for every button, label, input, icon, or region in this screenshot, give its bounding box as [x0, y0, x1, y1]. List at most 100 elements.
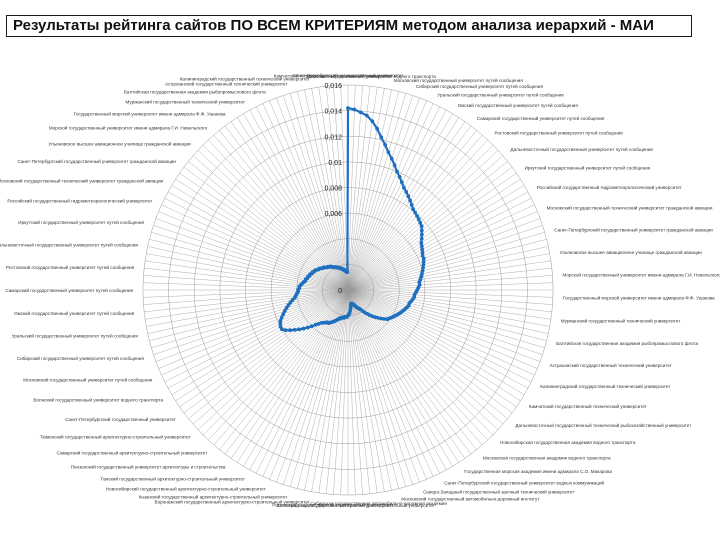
data-point [319, 321, 324, 325]
radial-tick-label: 0,012 [324, 134, 342, 141]
category-label: Камчатский государственный технический у… [529, 403, 648, 409]
data-point [278, 319, 283, 323]
data-point [406, 194, 411, 199]
category-label: Калининградский государственный техничес… [180, 75, 311, 81]
data-point [284, 306, 289, 310]
data-point [383, 142, 387, 147]
data-point [421, 263, 426, 267]
data-point [421, 259, 426, 264]
data-point [418, 220, 423, 225]
data-point [420, 247, 425, 252]
radar-ring [270, 212, 426, 368]
data-point [421, 266, 425, 270]
data-point [379, 316, 383, 321]
category-label: Омский государственный университет путей… [458, 102, 579, 108]
data-point [409, 203, 414, 207]
data-point [420, 269, 425, 273]
category-label: Морской государственный университет имен… [563, 272, 720, 278]
radar-ring [296, 238, 400, 342]
data-point [309, 324, 314, 329]
data-point [375, 126, 379, 131]
category-label: Астраханский государственный технический… [549, 362, 672, 368]
radar-ring [194, 136, 503, 445]
category-label: Российский государственный гидрометеорол… [537, 184, 683, 190]
data-point [419, 236, 424, 241]
radial-axis-ticks: 0 0,006 0,008 0,01 0,012 0,014 0,016 [324, 83, 342, 295]
data-point [385, 317, 389, 322]
category-label: Сибирский государственный университет пу… [17, 355, 145, 361]
category-label: Санкт-Петербургский государственный унив… [65, 416, 177, 422]
category-label: Санкт-Петербургский государственный унив… [293, 72, 405, 78]
category-label: Ростовский государственный строительный … [272, 502, 394, 508]
category-label: Московский государственный технический у… [0, 177, 164, 183]
category-label: Московская государственная академия водн… [483, 455, 611, 460]
category-label: Волжский государственный университет вод… [306, 73, 436, 79]
category-label: Самарский государственный университет пу… [5, 287, 133, 293]
category-label: Ульяновское высшее авиационное училище г… [48, 141, 191, 147]
category-label: Астраханский государственный технический… [165, 81, 288, 87]
data-point [421, 256, 426, 261]
category-label: Дальневосточный государственный универси… [0, 241, 138, 247]
data-point [286, 303, 291, 308]
category-label: Ульяновское высшее авиационное училище г… [560, 249, 703, 255]
data-point [379, 135, 384, 140]
category-label: Санкт-Петербургский государственный унив… [444, 479, 604, 485]
category-label: Омский государственный университет путей… [14, 310, 135, 316]
data-point [278, 321, 283, 326]
chart-title: Результаты рейтинга сайтов ПО ВСЕМ КРИТЕ… [6, 15, 692, 37]
radial-tick-label: 0,006 [324, 211, 342, 218]
data-point [408, 198, 412, 203]
category-label: Новосибирская государственная академия в… [500, 440, 636, 445]
category-label: Пензенский государственный университет а… [71, 464, 226, 470]
category-labels: Санкт-Петербургский государственный унив… [0, 72, 720, 508]
category-label: Российский государственный гидрометеорол… [7, 198, 153, 204]
category-label: Государственная морская академия имени а… [464, 469, 612, 474]
data-point [292, 328, 297, 332]
category-label: Мурманский государственный технический у… [126, 98, 246, 104]
category-label: Ростовский государственный университет п… [495, 130, 624, 136]
data-point [279, 315, 284, 320]
data-point [283, 328, 288, 333]
radial-tick-label: 0 [338, 288, 342, 295]
data-point [313, 322, 318, 327]
category-label: Московский государственный автомобильно-… [401, 495, 540, 501]
data-point [358, 110, 363, 115]
category-label: Воронежский государственный архитектурно… [155, 499, 311, 505]
data-point [316, 322, 321, 326]
radar-grid [142, 84, 554, 496]
data-point [416, 217, 421, 222]
category-label: Камчатский государственный технический у… [274, 73, 393, 79]
data-point [370, 119, 375, 124]
data-point [288, 328, 292, 333]
category-label: Дальневосточный государственный техничес… [515, 422, 692, 428]
data-point [415, 214, 419, 218]
category-label: Московский государственный университет п… [394, 77, 524, 83]
category-label: Санкт-Петербургский государственный унив… [554, 226, 713, 232]
data-point [400, 180, 404, 185]
radial-tick-label: 0,008 [324, 186, 342, 193]
category-label: Сибирский государственный университет пу… [416, 83, 544, 89]
radar-ring [245, 187, 451, 393]
category-label: Казанский государственный архитектурно-с… [139, 493, 289, 499]
category-label: Томский государственный архитектурно-стр… [100, 476, 245, 482]
category-label: Московский государственный университет п… [23, 376, 153, 382]
data-point [413, 210, 417, 215]
category-label: Морской государственный университет имен… [49, 125, 208, 131]
data-point [305, 325, 310, 330]
category-label: Волгоградский государственный архитектур… [277, 502, 436, 508]
radar-ring [219, 161, 477, 419]
category-label: Дальневосточный государственный универси… [511, 146, 654, 152]
data-point [419, 224, 424, 229]
radial-tick-label: 0,01 [328, 160, 342, 167]
category-label: Уральский государственный университет пу… [12, 333, 139, 339]
category-label: Иркутский государственный университет пу… [525, 164, 651, 170]
data-point [297, 327, 301, 332]
radar-series [278, 106, 426, 333]
category-label: Государственный морской университет имен… [74, 110, 226, 116]
category-label: Государственный морской университет имен… [563, 295, 715, 301]
category-label: Мурманский государственный технический у… [561, 318, 681, 324]
data-point [348, 303, 353, 307]
data-point [419, 244, 424, 249]
data-point [301, 326, 306, 331]
